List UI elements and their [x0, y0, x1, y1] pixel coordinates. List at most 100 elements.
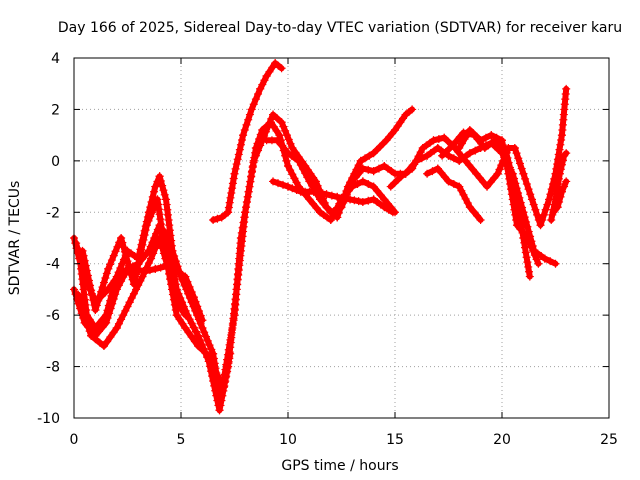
- data-point-marker: [142, 221, 151, 230]
- data-point-marker: [167, 278, 176, 287]
- data-point-marker: [162, 200, 171, 209]
- data-point-marker: [280, 144, 289, 153]
- data-point-marker: [318, 189, 327, 198]
- data-point-marker: [218, 391, 227, 400]
- data-point-marker: [85, 327, 94, 336]
- data-point-marker: [198, 316, 207, 325]
- data-point-marker: [191, 297, 200, 306]
- data-point-marker: [125, 298, 134, 307]
- data-point-marker: [129, 289, 138, 298]
- data-point-marker: [185, 315, 194, 324]
- data-point-marker: [554, 174, 563, 183]
- x-tick-label: 15: [386, 432, 404, 448]
- data-point-marker: [414, 152, 423, 161]
- data-point-marker: [162, 254, 171, 263]
- data-point-marker: [159, 234, 168, 243]
- data-point-marker: [434, 135, 443, 143]
- data-point-marker: [111, 247, 120, 256]
- data-point-marker: [292, 178, 301, 187]
- data-point-marker: [129, 280, 138, 289]
- grid-layer: [74, 58, 609, 418]
- data-point-marker: [121, 306, 130, 315]
- data-point-marker: [369, 167, 378, 176]
- data-point-marker: [358, 198, 367, 206]
- data-point-marker: [457, 139, 466, 148]
- data-point-marker: [344, 186, 353, 194]
- tick-layer: 0 5 10 15 20 25 -10 -8 -6 -4 -2 0 2 4: [37, 51, 618, 448]
- data-point-marker: [514, 154, 523, 163]
- x-tick-label: 5: [177, 432, 186, 448]
- data-point-marker: [181, 324, 190, 332]
- data-point-marker: [333, 192, 342, 201]
- data-point-marker: [244, 187, 253, 196]
- data-point-marker: [364, 196, 373, 205]
- data-point-marker: [84, 276, 93, 285]
- data-point-marker: [133, 265, 142, 274]
- data-point-marker: [463, 130, 472, 139]
- data-point-marker: [256, 84, 265, 93]
- data-point-marker: [150, 187, 159, 196]
- data-point-marker: [412, 156, 421, 165]
- data-point-marker: [163, 210, 172, 219]
- data-point-marker: [562, 177, 571, 186]
- data-point-marker: [194, 307, 203, 316]
- data-point-marker: [106, 304, 115, 313]
- data-point-marker: [74, 290, 83, 299]
- data-point-marker: [275, 131, 284, 140]
- data-point-marker: [205, 341, 214, 350]
- data-point-marker: [457, 186, 466, 195]
- data-point-marker: [316, 195, 325, 204]
- data-point-marker: [290, 174, 299, 183]
- data-point-marker: [288, 184, 297, 193]
- y-tick-label: 4: [51, 51, 60, 67]
- data-point-marker: [524, 185, 533, 194]
- data-point-marker: [209, 376, 218, 385]
- data-point-marker: [98, 283, 107, 292]
- data-point-marker: [441, 148, 450, 157]
- data-point-marker: [235, 145, 244, 154]
- data-point-marker: [132, 285, 141, 294]
- data-point-marker: [500, 150, 509, 159]
- data-point-marker: [166, 274, 175, 282]
- data-point-marker: [201, 332, 210, 341]
- series-track-12: [455, 126, 543, 268]
- data-point-marker: [132, 270, 141, 279]
- data-point-marker: [251, 95, 260, 104]
- data-point-marker: [169, 283, 178, 292]
- data-point-marker: [459, 190, 468, 199]
- chart-title: Day 166 of 2025, Sidereal Day-to-day VTE…: [58, 20, 622, 36]
- data-point-marker: [479, 178, 488, 187]
- data-point-marker: [557, 160, 566, 169]
- data-point-marker: [408, 105, 417, 114]
- data-point-marker: [225, 198, 234, 207]
- data-point-marker: [555, 198, 564, 206]
- data-point-marker: [455, 144, 464, 152]
- data-point-marker: [538, 216, 547, 224]
- data-point-marker: [248, 167, 257, 176]
- data-point-marker: [506, 180, 515, 188]
- data-point-marker: [103, 314, 112, 323]
- data-point-marker: [86, 281, 95, 290]
- data-point-marker: [247, 105, 256, 114]
- data-point-marker: [164, 264, 173, 273]
- series-track-14: [549, 177, 571, 217]
- data-point-marker: [326, 216, 335, 224]
- data-point-marker: [525, 267, 534, 276]
- data-point-marker: [177, 270, 185, 278]
- data-point-marker: [549, 208, 558, 217]
- data-point-marker: [327, 191, 336, 200]
- data-point-marker: [292, 186, 301, 194]
- data-point-marker: [469, 129, 478, 138]
- data-point-marker: [81, 261, 90, 270]
- data-point-marker: [181, 272, 190, 281]
- data-point-marker: [246, 177, 255, 186]
- data-point-marker: [175, 315, 184, 324]
- data-point-marker: [242, 198, 251, 206]
- data-point-marker: [172, 267, 181, 276]
- data-point-marker: [233, 155, 242, 164]
- data-point-marker: [557, 187, 566, 196]
- data-point-marker: [443, 137, 452, 146]
- data-point-marker: [476, 136, 485, 145]
- data-point-marker: [472, 169, 481, 178]
- data-point-marker: [388, 208, 397, 217]
